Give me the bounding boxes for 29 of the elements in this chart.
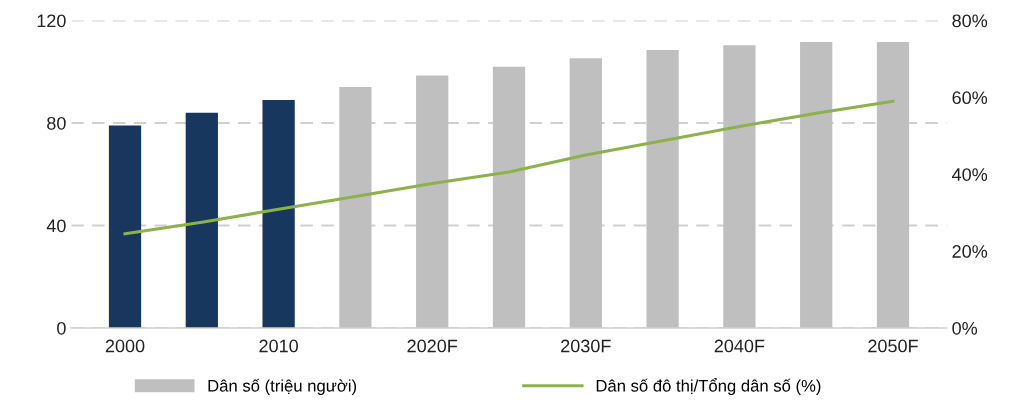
bar bbox=[416, 75, 449, 328]
x-tick-label: 2020F bbox=[407, 339, 458, 353]
bar bbox=[569, 58, 602, 328]
bar bbox=[262, 99, 295, 328]
legend-label: Dân số đô thị/Tổng dân số (%) bbox=[596, 378, 821, 395]
x-tick-label: 2040F bbox=[714, 339, 765, 353]
bar bbox=[185, 112, 218, 328]
y2-tick-label: 0% bbox=[952, 321, 978, 335]
line-series bbox=[123, 99, 895, 236]
y2-tick-label: 20% bbox=[952, 245, 988, 258]
y-tick-label: 120 bbox=[37, 14, 66, 28]
y-tick-label: 0 bbox=[57, 321, 66, 335]
x-tick-label: 2030F bbox=[561, 339, 611, 353]
bar bbox=[492, 66, 526, 328]
legend-label: Dân số (triệu người) bbox=[208, 378, 357, 395]
x-tick-label: 2000 bbox=[105, 339, 145, 353]
y-tick-label: 40 bbox=[46, 219, 66, 233]
y2-tick-label: 80% bbox=[952, 14, 988, 28]
bar bbox=[876, 42, 910, 328]
x-tick-label: 2050F bbox=[868, 339, 918, 353]
y2-tick-label: 40% bbox=[952, 168, 988, 181]
bar bbox=[339, 87, 372, 328]
y2-tick-label: 60% bbox=[952, 91, 988, 105]
bar bbox=[723, 45, 756, 328]
bar bbox=[646, 49, 679, 328]
x-tick-label: 2010 bbox=[259, 339, 298, 353]
y-tick-label: 80 bbox=[47, 116, 66, 130]
bar bbox=[108, 125, 142, 328]
bar bbox=[800, 42, 833, 328]
